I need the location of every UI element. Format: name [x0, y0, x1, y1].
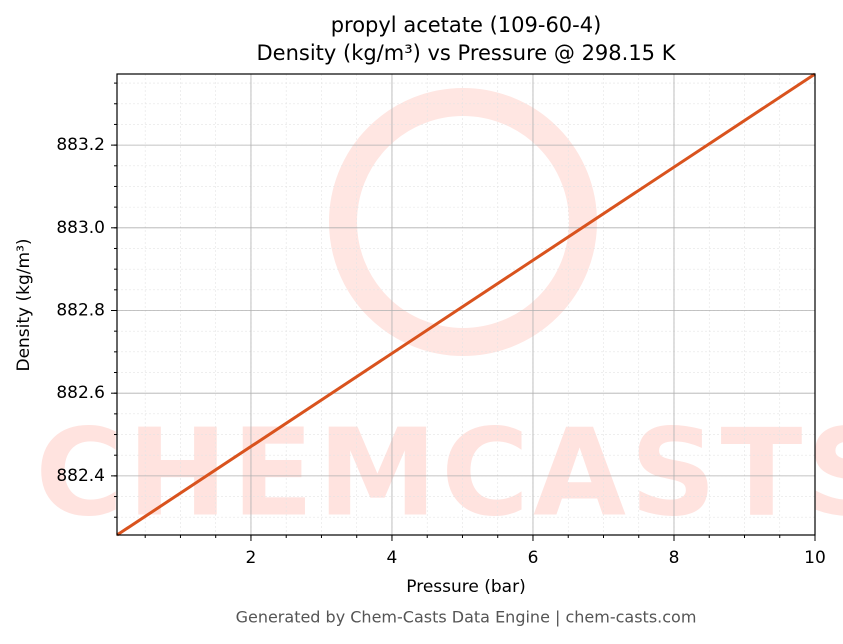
x-tick-label: 2: [246, 548, 257, 568]
chart-title: propyl acetate (109-60-4): [331, 13, 602, 37]
x-axis-label: Pressure (bar): [406, 577, 525, 597]
data-line: [116, 72, 816, 537]
y-tick-label: 883.0: [56, 218, 105, 238]
footer: Generated by Chem-Casts Data Engine | ch…: [236, 608, 697, 627]
y-tick-label: 883.2: [56, 135, 105, 155]
y-tick-label: 882.6: [56, 383, 105, 403]
x-tick-label: 10: [804, 548, 826, 568]
plot-frame: [116, 73, 816, 536]
y-tick-label: 882.4: [56, 466, 105, 486]
chart-subtitle: Density (kg/m³) vs Pressure @ 298.15 K: [256, 41, 676, 65]
watermark-logo: [329, 88, 597, 356]
y-tick-label: 882.8: [56, 300, 105, 320]
x-tick-label: 4: [387, 548, 398, 568]
x-tick-label: 8: [669, 548, 680, 568]
watermark: CHEMCASTS: [35, 405, 843, 544]
x-tick-label: 6: [528, 548, 539, 568]
y-axis-label: Density (kg/m³): [14, 238, 34, 371]
